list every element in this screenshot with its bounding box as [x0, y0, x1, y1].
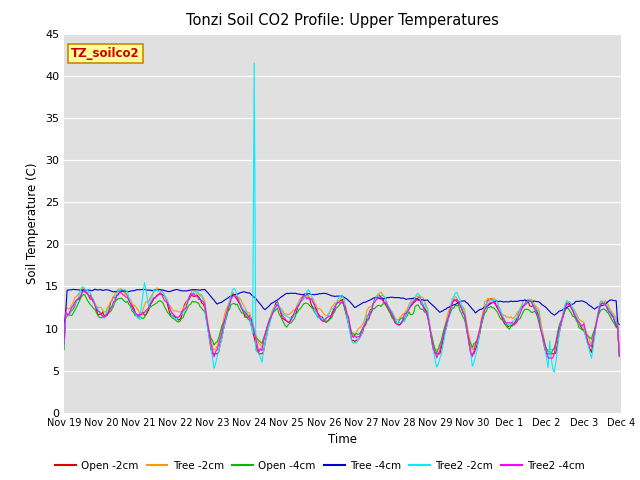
- Legend: Open -2cm, Tree -2cm, Open -4cm, Tree -4cm, Tree2 -2cm, Tree2 -4cm: Open -2cm, Tree -2cm, Open -4cm, Tree -4…: [51, 456, 589, 475]
- Title: Tonzi Soil CO2 Profile: Upper Temperatures: Tonzi Soil CO2 Profile: Upper Temperatur…: [186, 13, 499, 28]
- Y-axis label: Soil Temperature (C): Soil Temperature (C): [26, 162, 40, 284]
- Text: TZ_soilco2: TZ_soilco2: [71, 47, 140, 60]
- X-axis label: Time: Time: [328, 433, 357, 446]
